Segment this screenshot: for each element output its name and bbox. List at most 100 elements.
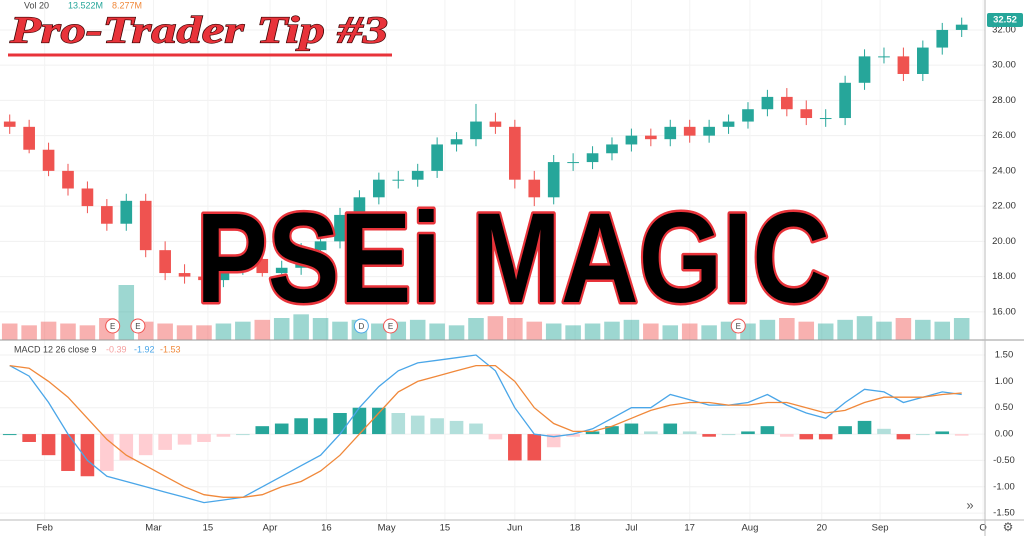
volume-bar <box>273 318 290 340</box>
histogram-bar <box>22 434 36 442</box>
histogram-bar <box>100 434 114 471</box>
candle-body <box>42 149 55 171</box>
candle-body <box>509 126 521 180</box>
volume-bar <box>643 323 659 340</box>
histogram-bar <box>80 434 95 477</box>
volume-bar <box>895 318 912 340</box>
histogram-bar <box>333 412 347 435</box>
histogram-bar <box>2 434 17 436</box>
candle-body <box>101 206 113 224</box>
event-label: D <box>358 322 364 331</box>
y-tick-label: 0.50 <box>995 402 1014 413</box>
scroll-button[interactable]: » <box>966 497 973 512</box>
candle-body <box>450 139 463 145</box>
macd-value: -0.39 <box>106 344 127 354</box>
volume-bar <box>779 318 795 340</box>
volume-bar <box>487 316 504 340</box>
volume-bar <box>798 321 815 340</box>
histogram-bar <box>896 434 911 440</box>
volume-bar <box>196 325 212 340</box>
candle-body <box>62 170 74 189</box>
candle-body <box>139 200 152 251</box>
candle-body <box>178 273 191 277</box>
volume-bar <box>565 325 581 340</box>
candle-body <box>470 121 482 140</box>
histogram-bar <box>197 434 211 442</box>
volume-bar <box>604 321 620 340</box>
volume-bar <box>934 321 951 340</box>
y-tick-label: 18.00 <box>992 271 1016 282</box>
candle-body <box>353 197 366 215</box>
candle-body <box>645 135 657 140</box>
volume-bar <box>759 319 776 340</box>
volume-bar <box>1 323 18 340</box>
histogram-bar <box>818 434 833 440</box>
y-tick-label: 24.00 <box>992 165 1016 176</box>
last-price-badge <box>987 13 1023 27</box>
volume-value: 13.522M <box>68 0 103 10</box>
candle-body <box>819 118 832 120</box>
histogram-bar <box>372 407 386 435</box>
y-tick-label: 32.00 <box>992 24 1016 35</box>
y-tick-label: 1.00 <box>995 376 1014 387</box>
candle-body <box>936 29 949 48</box>
volume-bar <box>21 325 37 340</box>
histogram-bar <box>410 415 425 435</box>
y-tick-label: 1.50 <box>995 350 1014 361</box>
candle-body <box>722 121 735 127</box>
x-tick-label: 16 <box>321 523 332 534</box>
volume-bar <box>215 323 232 340</box>
volume-bar <box>681 323 698 340</box>
histogram-bar <box>741 431 755 435</box>
macd-line <box>9 354 962 504</box>
histogram-bar <box>702 434 716 437</box>
candle-body <box>742 109 754 122</box>
event-label: E <box>110 322 115 331</box>
volume-bar <box>40 321 57 340</box>
y-tick-label: 20.00 <box>992 236 1016 247</box>
histogram-bar <box>430 418 444 435</box>
histogram-bar <box>158 434 172 450</box>
macd-label: MACD 12 26 close 9 <box>14 344 97 354</box>
event-label: E <box>736 322 741 331</box>
event-marker <box>730 318 746 334</box>
histogram-bar <box>469 423 483 435</box>
settings-icon[interactable]: ⚙ <box>1003 520 1014 534</box>
histogram-bar <box>274 423 289 435</box>
histogram-bar <box>527 434 542 461</box>
x-tick-label: Mar <box>145 523 161 534</box>
candle-body <box>159 250 171 274</box>
histogram-bar <box>119 434 134 461</box>
histogram-bar <box>838 426 852 435</box>
histogram-bar <box>313 418 328 435</box>
x-tick-label: 15 <box>203 523 214 534</box>
histogram-bar <box>760 426 775 435</box>
volume-bar <box>176 325 193 340</box>
y-tick-label: 28.00 <box>992 95 1016 106</box>
volume-value: 8.277M <box>112 0 142 10</box>
candle-body <box>839 82 851 119</box>
volume-label: Vol 20 <box>24 0 49 10</box>
candle-body <box>334 214 346 242</box>
histogram-bar <box>41 434 56 456</box>
candle-body <box>586 153 599 163</box>
candle-body <box>567 162 579 164</box>
histogram-bar <box>294 418 308 435</box>
volume-bar <box>254 319 271 340</box>
x-tick-label: Jun <box>507 523 522 534</box>
candle-body <box>489 121 502 127</box>
volume-bar <box>293 314 309 340</box>
volume-bar <box>371 323 387 340</box>
histogram-bar <box>236 434 250 436</box>
histogram-bar <box>663 423 678 435</box>
event-marker <box>353 318 369 334</box>
volume-bar <box>662 325 679 340</box>
candle-body <box>703 126 715 136</box>
event-label: E <box>135 322 140 331</box>
volume-bar <box>332 321 348 340</box>
y-tick-label: 16.00 <box>992 306 1016 317</box>
histogram-bar <box>624 423 639 435</box>
candle-body <box>917 47 929 74</box>
histogram-bar <box>916 434 930 436</box>
